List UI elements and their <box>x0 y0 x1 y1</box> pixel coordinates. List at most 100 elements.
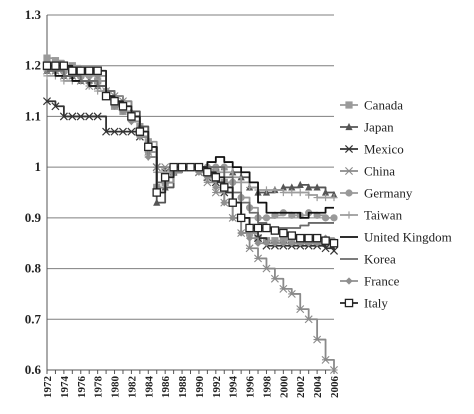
data-point <box>160 173 170 182</box>
y-tick-label: 0.6 <box>25 362 42 377</box>
y-tick-label: 0.9 <box>25 210 42 225</box>
data-point <box>271 186 279 194</box>
data-point <box>177 162 187 172</box>
series-line <box>47 69 335 204</box>
data-point <box>313 239 321 247</box>
y-tick-label: 1.1 <box>25 108 41 123</box>
x-tick-labels: 1972 1974 1976 1978 1980 1982 1984 1986 1988 1990… <box>42 376 341 399</box>
data-point <box>94 87 102 95</box>
data-point <box>220 199 228 207</box>
data-point <box>288 188 296 197</box>
data-point <box>161 163 170 172</box>
data-point <box>245 183 254 192</box>
data-point <box>312 233 322 243</box>
x-tick-label: 2004 <box>312 376 324 399</box>
data-point <box>288 239 296 247</box>
data-point <box>245 244 254 253</box>
data-point <box>330 193 338 202</box>
data-point <box>345 167 353 175</box>
data-point <box>321 214 330 222</box>
data-point <box>127 127 136 136</box>
data-point <box>253 223 263 233</box>
legend-item: United Kingdom <box>340 230 452 245</box>
data-point <box>262 239 271 247</box>
legend-label: Germany <box>364 186 413 201</box>
legend-label: Korea <box>364 252 396 267</box>
data-point <box>144 142 153 152</box>
x-tick-label: 2000 <box>278 376 290 399</box>
data-point <box>321 193 330 202</box>
x-tick-label: 1992 <box>211 376 223 399</box>
x-tick-label: 1998 <box>261 376 273 399</box>
data-point <box>279 284 288 293</box>
data-point <box>305 183 313 191</box>
data-point <box>279 239 287 247</box>
data-point <box>287 289 296 298</box>
x-tick-label: 1982 <box>126 376 138 399</box>
x-tick-label: 1984 <box>143 376 155 399</box>
x-tick-label: 1994 <box>228 376 240 399</box>
data-point <box>102 127 111 136</box>
data-point <box>296 180 304 188</box>
axes <box>46 15 335 374</box>
legend-item: Japan <box>340 120 394 135</box>
data-point <box>211 188 220 197</box>
y-tick-labels: 0.6 0.7 0.8 0.9 1 1.1 1.2 1.3 <box>25 7 42 377</box>
data-point <box>169 162 178 172</box>
data-point <box>305 191 313 199</box>
y-tick-label: 1 <box>35 159 42 174</box>
data-point <box>237 178 245 186</box>
data-point <box>118 102 128 111</box>
data-point <box>59 112 68 121</box>
data-point <box>93 66 102 76</box>
series-mexico <box>42 97 339 255</box>
x-tick-label: 1980 <box>110 376 122 399</box>
data-point <box>245 234 254 242</box>
data-point <box>76 112 85 121</box>
legend-item: Taiwan <box>340 208 403 223</box>
data-point <box>118 127 127 136</box>
data-point <box>245 223 254 233</box>
data-point <box>186 162 195 172</box>
data-point <box>345 277 353 285</box>
data-point <box>344 298 354 308</box>
data-point <box>344 144 354 154</box>
data-point <box>203 167 212 177</box>
series-united-kingdom <box>47 69 334 219</box>
data-point <box>42 97 52 106</box>
data-point <box>76 66 86 76</box>
x-tick-label: 1996 <box>245 376 257 399</box>
data-point <box>345 101 353 109</box>
legend-label: Canada <box>364 98 403 113</box>
data-point <box>135 127 145 136</box>
data-point <box>304 315 313 324</box>
y-tick-label: 0.7 <box>25 311 42 326</box>
legend-item: Germany <box>340 186 413 201</box>
data-point <box>271 239 279 247</box>
data-point <box>153 198 161 206</box>
series-line <box>47 74 334 199</box>
data-point <box>43 72 51 80</box>
data-point <box>262 264 271 273</box>
legend-item: Italy <box>340 296 388 311</box>
data-point <box>211 173 221 182</box>
data-point <box>270 226 280 235</box>
series-line <box>47 64 334 219</box>
data-point <box>321 236 330 245</box>
x-tick-label: 2006 <box>329 376 341 399</box>
data-point <box>228 198 237 207</box>
x-tick-label: 1986 <box>160 376 172 399</box>
y-tick-label: 0.8 <box>25 261 42 276</box>
data-point <box>313 335 322 344</box>
data-point <box>59 61 69 70</box>
data-point <box>345 211 353 219</box>
series-taiwan <box>43 72 338 202</box>
data-point <box>110 127 119 136</box>
data-point <box>43 54 51 62</box>
data-point <box>321 244 330 253</box>
data-point <box>101 91 111 101</box>
data-point <box>279 183 287 191</box>
data-point <box>85 112 94 121</box>
data-point <box>330 214 338 222</box>
data-point <box>345 122 353 131</box>
